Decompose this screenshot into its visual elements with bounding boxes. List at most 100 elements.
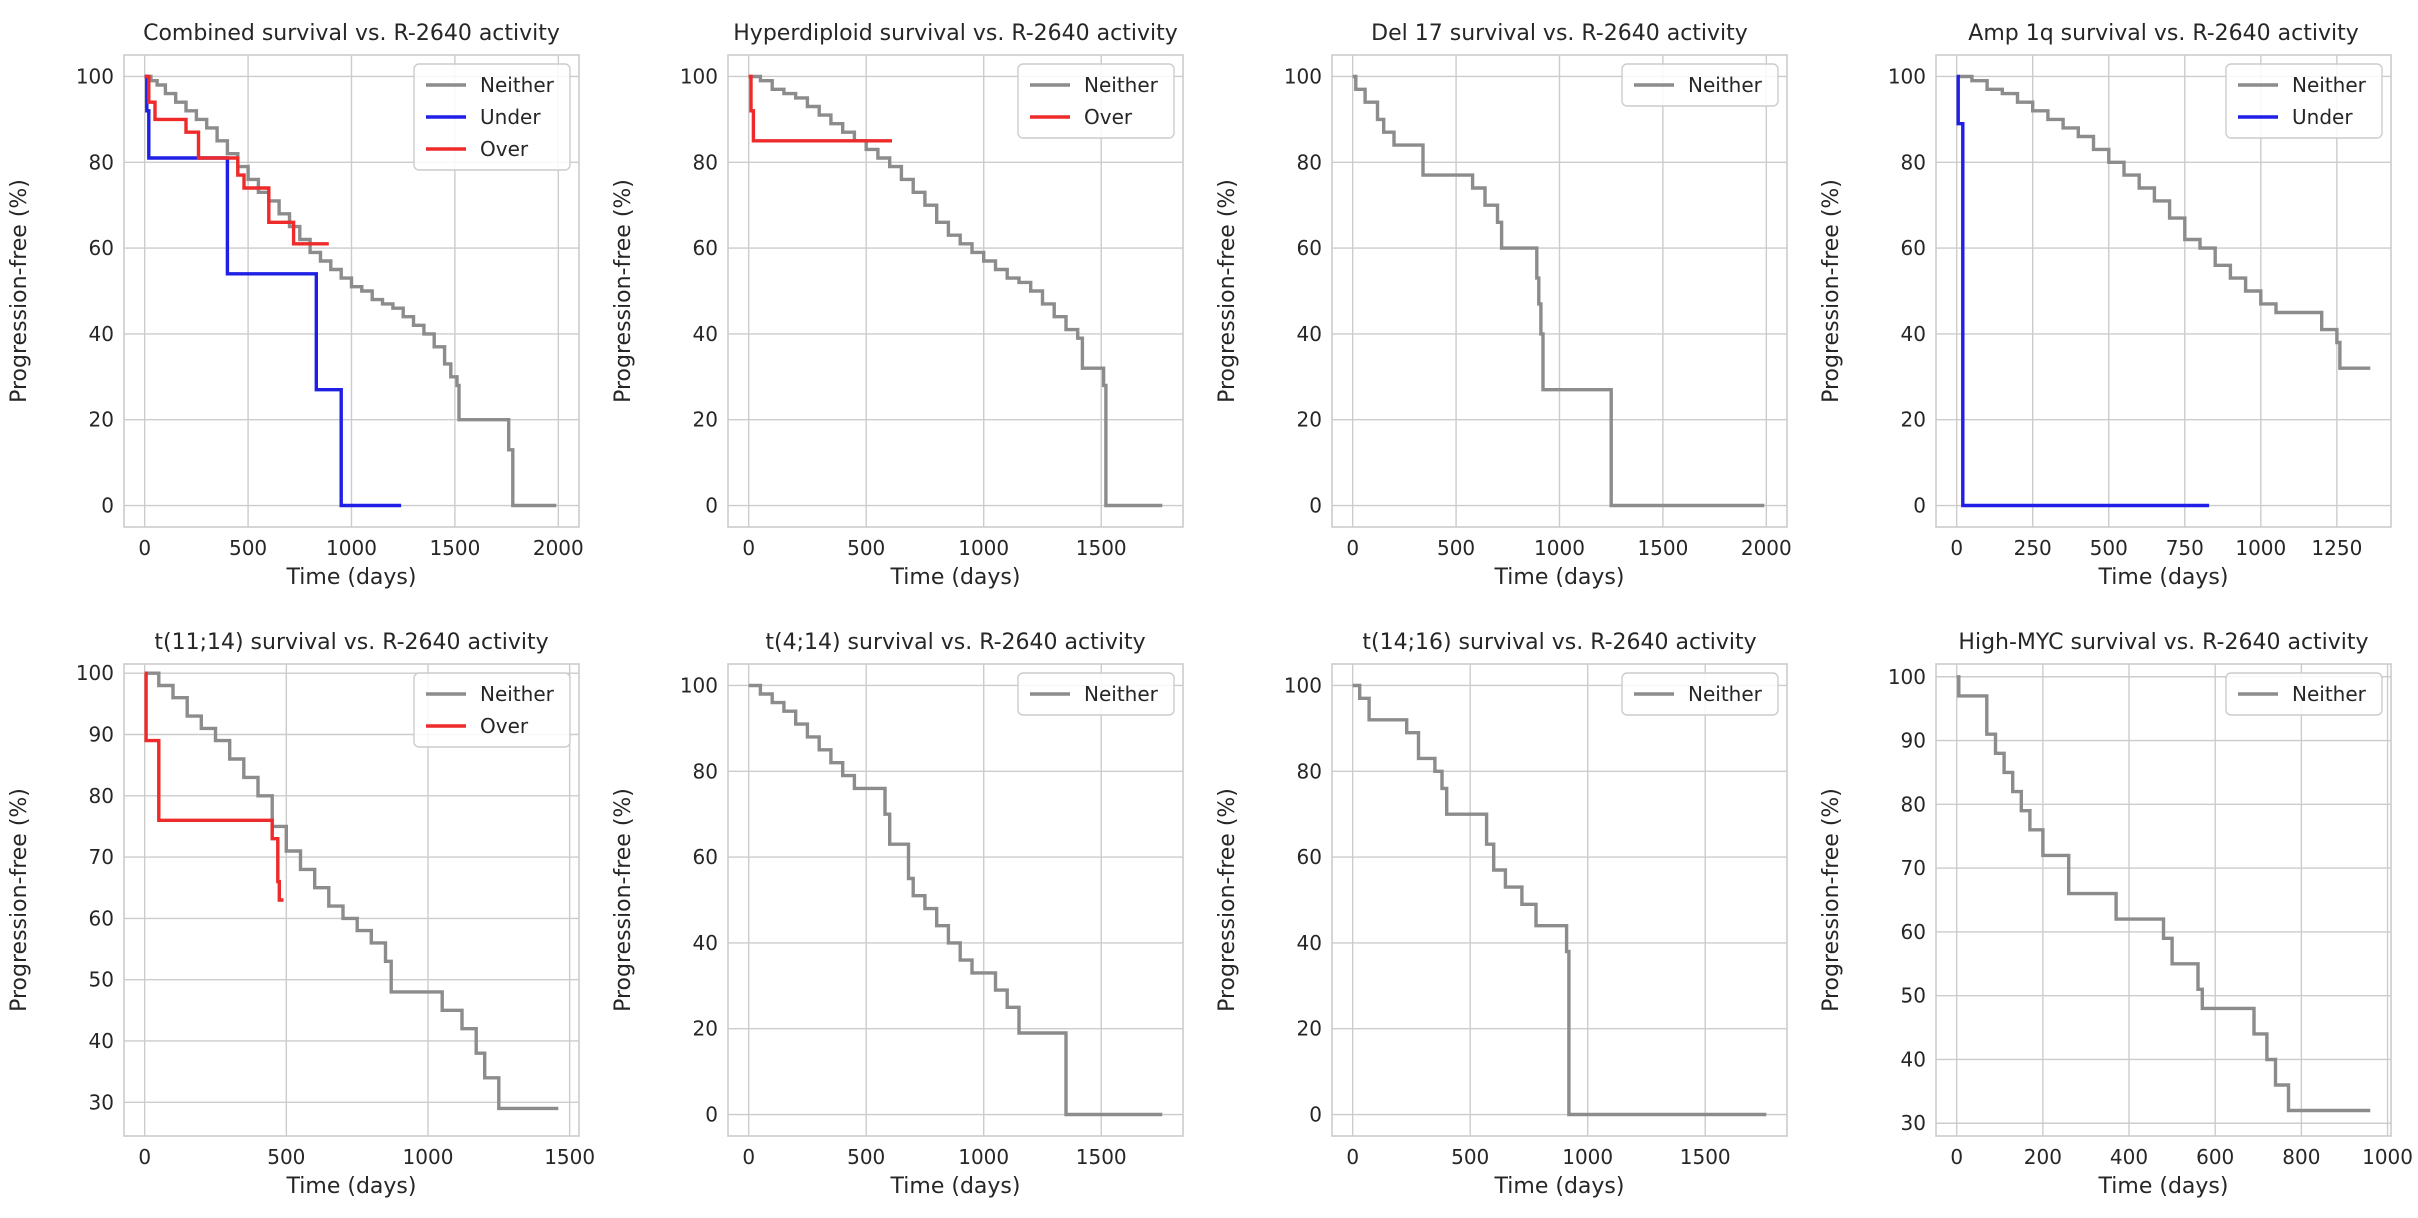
y-tick-label: 80 — [693, 759, 718, 783]
plot-frame — [727, 663, 1184, 1137]
y-axis-label: Progression-free (%) — [1819, 788, 1844, 1012]
y-tick-label: 80 — [693, 150, 718, 174]
legend: Neither Under Over — [413, 63, 571, 171]
x-tick-label: 750 — [2166, 536, 2204, 560]
x-axis-label: Time (days) — [2098, 1174, 2229, 1199]
series-line-over — [144, 671, 284, 902]
x-axis-label: Time (days) — [890, 565, 1021, 590]
y-tick-label: 80 — [1901, 792, 1926, 816]
legend: Neither — [1621, 672, 1779, 716]
y-tick-label: 60 — [89, 906, 114, 930]
legend: Neither — [1017, 672, 1175, 716]
chart-title: Hyperdiploid survival vs. R-2640 activit… — [733, 21, 1177, 46]
y-tick-label: 80 — [1297, 150, 1322, 174]
x-tick-label: 1500 — [1680, 1145, 1731, 1169]
x-axis-label: Time (days) — [1494, 565, 1625, 590]
series-line-under — [1956, 74, 2210, 508]
legend-label-neither: Neither — [480, 73, 555, 97]
y-axis-label: Progression-free (%) — [1819, 179, 1844, 403]
series-line-under — [144, 74, 402, 508]
legend: Neither Over — [413, 672, 571, 748]
y-tick-label: 100 — [1888, 64, 1926, 88]
x-tick-label: 1000 — [1534, 536, 1585, 560]
y-tick-label: 0 — [1309, 1103, 1322, 1127]
legend-box — [1017, 63, 1175, 139]
x-tick-label: 400 — [2110, 1145, 2148, 1169]
x-axis-label: Time (days) — [286, 565, 417, 590]
legend-label-neither: Neither — [1688, 682, 1763, 706]
y-axis-label: Progression-free (%) — [1215, 788, 1240, 1012]
x-tick-label: 0 — [1346, 1145, 1359, 1169]
x-tick-label: 200 — [2024, 1145, 2062, 1169]
series-line-neither — [748, 74, 1163, 508]
y-tick-label: 100 — [1888, 665, 1926, 689]
y-axis-label: Progression-free (%) — [1215, 179, 1240, 403]
series-line-neither — [748, 683, 1163, 1117]
legend-label-over: Over — [480, 714, 529, 738]
subplot-7: 0 500 1000 1500 0 20 40 60 80 100 t(14;16) surviva… — [1215, 630, 1788, 1199]
y-tick-label: 60 — [693, 236, 718, 260]
y-tick-label: 90 — [1901, 729, 1926, 753]
x-tick-label: 500 — [1451, 1145, 1489, 1169]
y-tick-label: 20 — [693, 408, 718, 432]
legend-label-neither: Neither — [1084, 682, 1159, 706]
y-tick-label: 0 — [705, 1103, 718, 1127]
y-tick-label: 0 — [101, 494, 114, 518]
y-tick-label: 30 — [89, 1090, 114, 1114]
y-tick-label: 50 — [1901, 984, 1926, 1008]
y-tick-label: 70 — [89, 845, 114, 869]
x-tick-label: 1000 — [958, 536, 1009, 560]
legend-label-neither: Neither — [480, 682, 555, 706]
x-tick-label: 500 — [2090, 536, 2128, 560]
x-tick-label: 0 — [1346, 536, 1359, 560]
y-tick-label: 20 — [1297, 1017, 1322, 1041]
legend-label-under: Under — [480, 105, 541, 129]
y-tick-label: 100 — [1284, 64, 1322, 88]
x-tick-label: 0 — [138, 536, 151, 560]
series-line-neither — [144, 74, 557, 508]
y-tick-label: 60 — [1297, 236, 1322, 260]
y-tick-label: 30 — [1901, 1111, 1926, 1135]
plot-frame — [123, 54, 580, 528]
y-tick-label: 20 — [1901, 408, 1926, 432]
y-tick-label: 40 — [89, 1029, 114, 1053]
y-tick-label: 40 — [693, 322, 718, 346]
x-tick-label: 1500 — [429, 536, 480, 560]
x-tick-label: 1000 — [403, 1145, 454, 1169]
y-tick-label: 80 — [1901, 150, 1926, 174]
x-tick-label: 1000 — [1562, 1145, 1613, 1169]
x-tick-label: 500 — [229, 536, 267, 560]
y-tick-label: 80 — [89, 150, 114, 174]
y-axis-label: Progression-free (%) — [611, 179, 636, 403]
legend-label-over: Over — [1084, 105, 1133, 129]
y-tick-label: 40 — [1901, 1047, 1926, 1071]
y-tick-label: 60 — [1901, 236, 1926, 260]
x-tick-label: 1250 — [2311, 536, 2362, 560]
legend-label-neither: Neither — [1688, 73, 1763, 97]
legend-box — [2225, 63, 2383, 139]
subplot-8: 0 200 400 600 800 1000 30 40 50 60 70 80 90 100 High-M… — [1819, 630, 2413, 1199]
chart-title: Amp 1q survival vs. R-2640 activity — [1968, 21, 2358, 46]
chart-title: t(11;14) survival vs. R-2640 activity — [154, 630, 548, 655]
chart-title: Combined survival vs. R-2640 activity — [143, 21, 560, 46]
y-axis-label: Progression-free (%) — [7, 179, 32, 403]
x-tick-label: 1000 — [2235, 536, 2286, 560]
subplot-4: 0 250 500 750 1000 1250 0 20 40 60 80 100 Amp 1q sur… — [1819, 21, 2392, 590]
series-line-neither — [1956, 675, 2371, 1113]
legend-box — [413, 672, 571, 748]
x-tick-label: 500 — [267, 1145, 305, 1169]
x-tick-label: 1500 — [1076, 536, 1127, 560]
chart-title: t(4;14) survival vs. R-2640 activity — [765, 630, 1145, 655]
y-tick-label: 100 — [680, 64, 718, 88]
x-tick-label: 500 — [1437, 536, 1475, 560]
y-tick-label: 0 — [1913, 494, 1926, 518]
x-tick-label: 1000 — [958, 1145, 1009, 1169]
x-tick-label: 500 — [847, 1145, 885, 1169]
y-tick-label: 60 — [1297, 845, 1322, 869]
x-axis-label: Time (days) — [890, 1174, 1021, 1199]
x-tick-label: 0 — [1950, 1145, 1963, 1169]
y-tick-label: 70 — [1901, 856, 1926, 880]
y-axis-label: Progression-free (%) — [7, 788, 32, 1012]
legend-box — [1621, 63, 1779, 107]
legend-label-over: Over — [480, 137, 529, 161]
